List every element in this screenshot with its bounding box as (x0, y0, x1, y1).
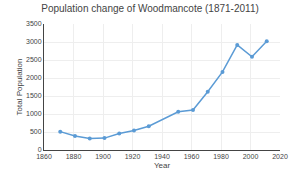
svg-text:3000: 3000 (26, 38, 42, 45)
svg-text:1920: 1920 (125, 153, 141, 160)
svg-text:1980: 1980 (213, 153, 229, 160)
svg-text:2020: 2020 (272, 153, 288, 160)
svg-text:Total Population: Total Population (15, 59, 24, 116)
svg-text:500: 500 (30, 128, 42, 135)
svg-text:1500: 1500 (26, 92, 42, 99)
svg-text:1960: 1960 (184, 153, 200, 160)
svg-text:2000: 2000 (26, 74, 42, 81)
svg-text:2000: 2000 (243, 153, 259, 160)
svg-text:0: 0 (38, 146, 42, 153)
svg-text:3500: 3500 (26, 20, 42, 27)
svg-text:1860: 1860 (36, 153, 52, 160)
svg-text:1940: 1940 (154, 153, 170, 160)
svg-text:Population change of Woodmanco: Population change of Woodmancote (1871-2… (41, 3, 259, 14)
svg-text:2500: 2500 (26, 56, 42, 63)
svg-text:1900: 1900 (95, 153, 111, 160)
svg-text:1000: 1000 (26, 110, 42, 117)
svg-text:Year: Year (154, 161, 171, 170)
svg-text:1880: 1880 (66, 153, 82, 160)
